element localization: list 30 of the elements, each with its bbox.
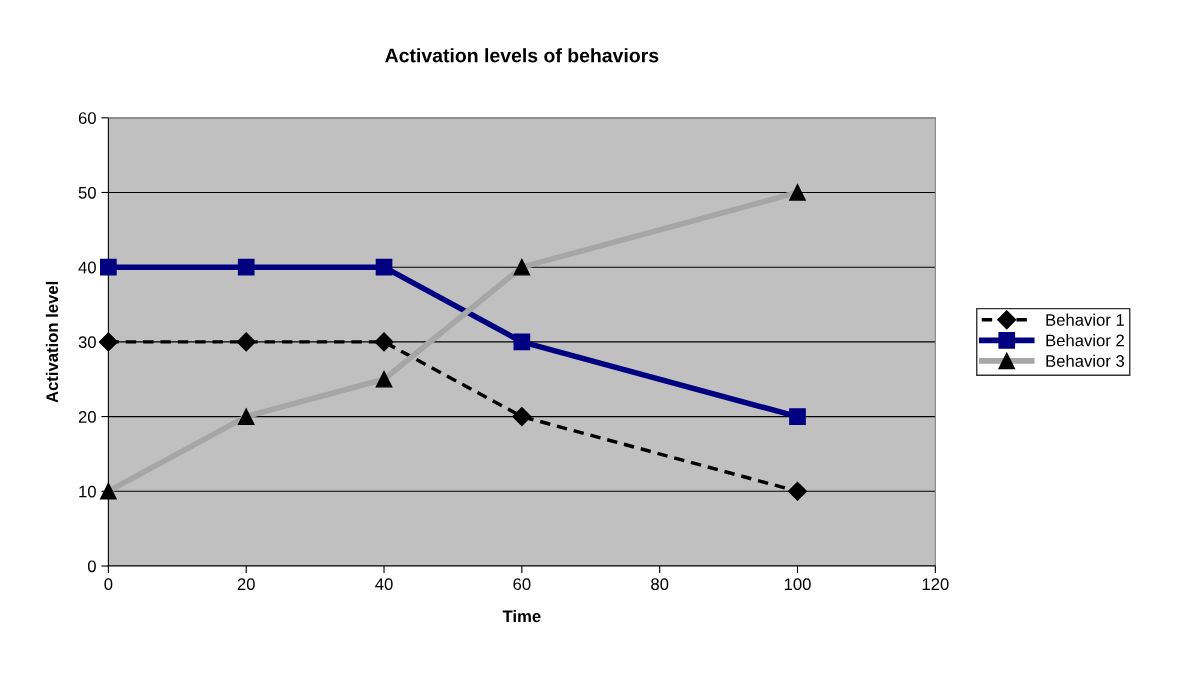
legend-label: Behavior 3 — [1046, 354, 1125, 367]
y-tick-label: 40 — [78, 261, 96, 274]
point — [375, 258, 393, 276]
y-tick-label: 10 — [79, 485, 96, 498]
point — [237, 258, 255, 276]
point — [512, 407, 532, 427]
point — [374, 332, 394, 352]
x-tick-label: 80 — [651, 578, 669, 591]
y-tick-label: 50 — [78, 186, 96, 199]
y-tick-label: 20 — [78, 410, 96, 423]
x-tick-label: 20 — [237, 578, 255, 591]
x-axis-title: Time — [502, 610, 541, 623]
x-tick-label: 40 — [375, 578, 393, 591]
point — [513, 333, 531, 351]
point — [789, 408, 806, 425]
x-tick-label: 100 — [784, 578, 811, 591]
x-tick-label: 120 — [922, 578, 949, 591]
y-axis-title: Activation level — [45, 281, 59, 403]
y-tick-label: 0 — [87, 560, 96, 573]
y-tick-label: 60 — [78, 112, 96, 124]
legend-label: Behavior 2 — [1046, 334, 1124, 347]
point — [100, 258, 117, 276]
legend-label: Behavior 1 — [1046, 313, 1124, 326]
point — [98, 332, 118, 352]
point — [236, 332, 256, 352]
chart-title: Activation levels of behaviors — [385, 48, 659, 63]
point — [787, 481, 808, 501]
x-tick-label: 0 — [104, 578, 113, 591]
x-tick-label: 60 — [513, 578, 531, 591]
y-tick-label: 30 — [78, 336, 96, 349]
